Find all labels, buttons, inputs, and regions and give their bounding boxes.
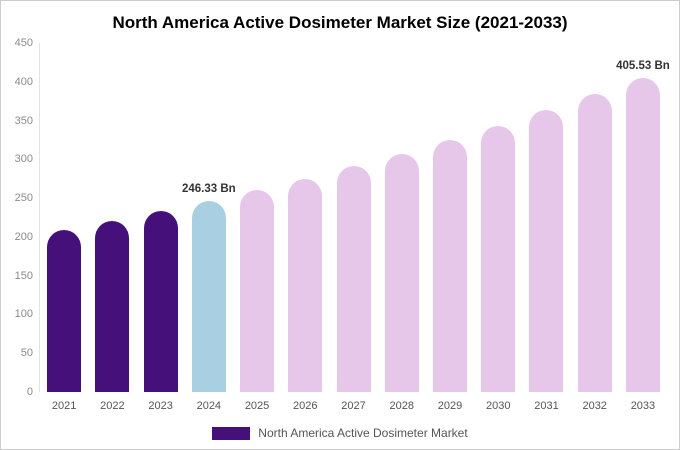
x-label-2032: 2032 [582, 400, 607, 412]
legend-swatch [212, 426, 251, 440]
bar-annotation-2024: 246.33 Bn [181, 182, 236, 195]
bar-column-2023: 2023 [136, 43, 184, 412]
bar-column-2024: 246.33 Bn 2024 [181, 43, 236, 412]
bar-column-2032: 2032 [571, 43, 619, 412]
plot-area: 2021 2022 2023 246.33 Bn 2024 2025 2026 2027 202… [39, 43, 670, 413]
x-label-2031: 2031 [534, 400, 559, 412]
y-tick-50: 50 [20, 347, 33, 360]
x-label-2021: 2021 [51, 400, 77, 412]
bar-2027[interactable] [336, 166, 371, 392]
bar-2026[interactable] [288, 178, 323, 392]
x-label-2029: 2029 [437, 400, 463, 412]
y-axis: 0 50 100 150 200 250 300 350 400 450 [9, 37, 35, 398]
y-tick-200: 200 [14, 230, 33, 243]
legend-label: North America Active Dosimeter Market [258, 426, 468, 440]
bar-2021[interactable] [47, 230, 82, 392]
y-tick-300: 300 [14, 153, 33, 166]
bar-column-2029: 2029 [426, 43, 474, 412]
x-label-2028: 2028 [389, 400, 414, 412]
bar-2023[interactable] [143, 211, 178, 392]
x-label-2033: 2033 [630, 400, 656, 412]
bar-column-2031: 2031 [522, 43, 570, 412]
x-label-2023: 2023 [148, 400, 173, 412]
chart-title: North America Active Dosimeter Market Si… [112, 13, 568, 32]
chart-area: 0 50 100 150 200 250 300 350 400 450 2021 2022 2023… [9, 37, 670, 413]
bar-2028[interactable] [384, 153, 419, 392]
bar-2032[interactable] [577, 94, 612, 392]
y-tick-400: 400 [14, 75, 33, 88]
bar-2033[interactable] [625, 77, 660, 392]
legend: North America Active Dosimeter Market [1, 426, 679, 440]
bar-2031[interactable] [529, 110, 564, 392]
bar-annotation-2033: 405.53 Bn [616, 59, 670, 72]
bar-column-2021: 2021 [40, 43, 88, 412]
bar-2022[interactable] [95, 221, 130, 392]
bar-2024[interactable] [191, 200, 226, 392]
x-label-2027: 2027 [341, 400, 366, 412]
bar-column-2030: 2030 [474, 43, 522, 412]
y-tick-100: 100 [14, 308, 33, 321]
bar-2030[interactable] [481, 125, 516, 392]
x-label-2030: 2030 [485, 400, 511, 412]
y-tick-450: 450 [14, 37, 33, 49]
bar-column-2022: 2022 [88, 43, 136, 412]
y-tick-250: 250 [14, 192, 33, 205]
bar-2029[interactable] [432, 139, 467, 392]
x-label-2022: 2022 [100, 400, 125, 412]
bar-column-2028: 2028 [378, 43, 426, 412]
bar-column-2027: 2027 [329, 43, 377, 412]
x-label-2024: 2024 [196, 400, 222, 412]
bar-column-2033: 405.53 Bn 2033 [616, 43, 670, 413]
bar-2025[interactable] [240, 190, 275, 392]
bar-column-2025: 2025 [233, 43, 281, 412]
y-tick-0: 0 [26, 386, 33, 398]
bar-column-2026: 2026 [281, 43, 329, 412]
x-label-2026: 2026 [293, 400, 318, 412]
y-tick-350: 350 [14, 114, 33, 127]
x-label-2025: 2025 [244, 400, 270, 412]
y-tick-150: 150 [14, 269, 33, 282]
